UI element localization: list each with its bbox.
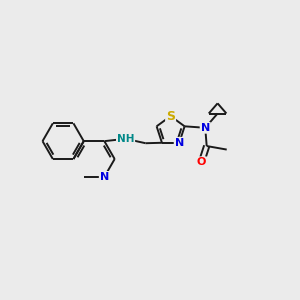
Text: N: N [100,172,109,182]
Text: S: S [166,110,175,123]
Text: NH: NH [117,134,134,144]
Text: N: N [201,123,210,133]
Text: N: N [175,138,184,148]
Text: O: O [197,157,206,167]
